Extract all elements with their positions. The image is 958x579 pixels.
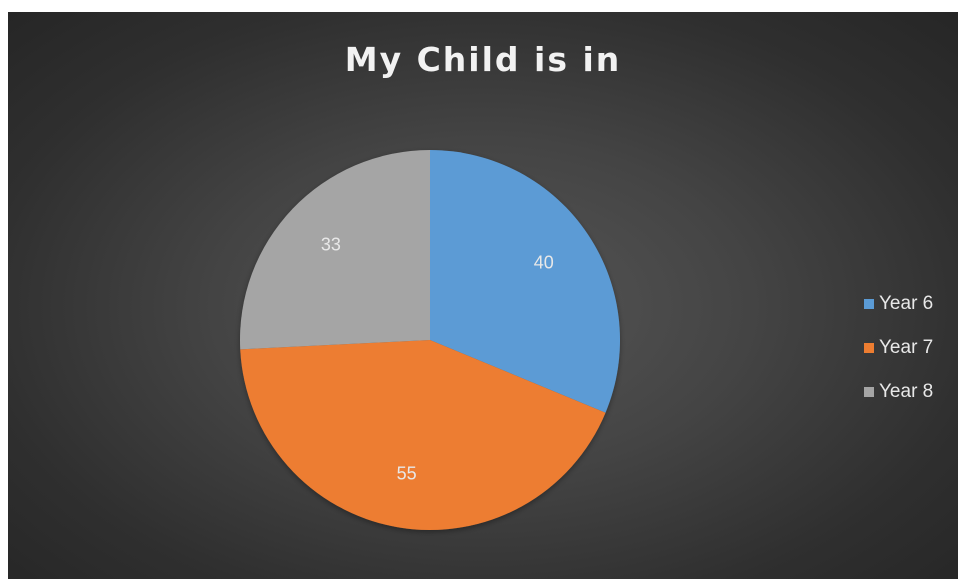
legend-label-year-7: Year 7 bbox=[879, 337, 934, 358]
pie-chart: 40 55 33 bbox=[239, 150, 620, 530]
data-label-year-6: 40 bbox=[534, 253, 554, 273]
legend: Year 6 Year 7 Year 8 bbox=[864, 282, 956, 414]
legend-swatch-year-6 bbox=[864, 299, 874, 309]
data-label-year-8: 33 bbox=[321, 234, 341, 254]
legend-item-year-6: Year 6 bbox=[864, 282, 956, 326]
legend-label-year-6: Year 6 bbox=[879, 293, 934, 314]
legend-item-year-7: Year 7 bbox=[864, 326, 956, 370]
pie-slice-year-8 bbox=[239, 150, 430, 350]
legend-label-year-8: Year 8 bbox=[879, 381, 934, 402]
legend-swatch-year-7 bbox=[864, 343, 874, 353]
legend-item-year-8: Year 8 bbox=[864, 370, 956, 414]
pie-slice-year-6 bbox=[430, 150, 620, 413]
chart-area: My Child is in 40 55 33 Year 6 Year 7 Year… bbox=[8, 12, 958, 579]
pie-slice-year-7 bbox=[240, 340, 606, 530]
data-label-year-7: 55 bbox=[397, 464, 417, 484]
chart-title: My Child is in bbox=[344, 40, 622, 79]
legend-swatch-year-8 bbox=[864, 387, 874, 397]
